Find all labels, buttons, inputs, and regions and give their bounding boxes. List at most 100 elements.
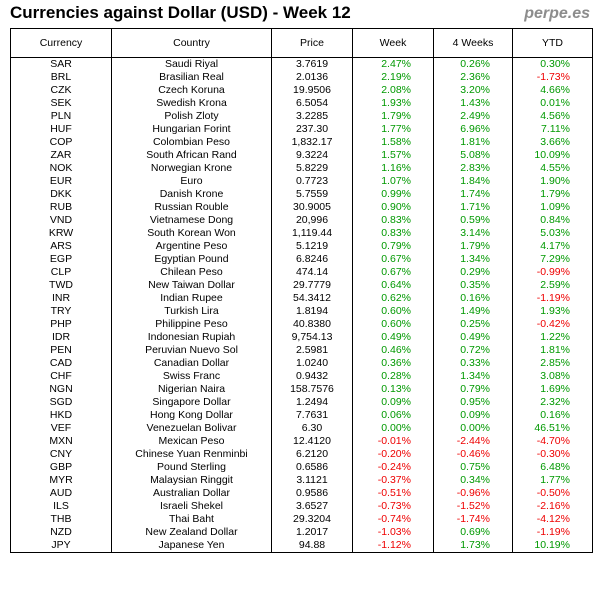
table-row: CZK Czech Koruna 19.9506 2.08% 3.20% 4.66% (10, 84, 593, 97)
week-change-cell: 0.49% (352, 331, 434, 344)
currency-code-cell: GBP (10, 461, 112, 474)
table-row: GBP Pound Sterling 0.6586 -0.24% 0.75% 6.48% (10, 461, 593, 474)
week-change-cell: 0.13% (352, 383, 434, 396)
price-cell: 1.2017 (271, 526, 353, 539)
ytd-change-cell: -0.99% (512, 266, 593, 279)
four-week-change-cell: 1.74% (433, 188, 513, 201)
table-row: SAR Saudi Riyal 3.7619 2.47% 0.26% 0.30% (10, 57, 593, 71)
ytd-change-cell: 10.09% (512, 149, 593, 162)
four-week-change-cell: 0.59% (433, 214, 513, 227)
country-cell: Egyptian Pound (111, 253, 272, 266)
four-week-change-cell: 0.26% (433, 57, 513, 71)
ytd-change-cell: 2.59% (512, 279, 593, 292)
price-cell: 0.9586 (271, 487, 353, 500)
table-row: SGD Singapore Dollar 1.2494 0.09% 0.95% 2.32% (10, 396, 593, 409)
table-row: RUB Russian Rouble 30.9005 0.90% 1.71% 1.09% (10, 201, 593, 214)
country-cell: Turkish Lira (111, 305, 272, 318)
ytd-change-cell: 0.84% (512, 214, 593, 227)
price-cell: 2.0136 (271, 71, 353, 84)
price-cell: 1,119.44 (271, 227, 353, 240)
four-week-change-cell: 1.79% (433, 240, 513, 253)
price-cell: 6.5054 (271, 97, 353, 110)
price-cell: 3.2285 (271, 110, 353, 123)
four-week-change-cell: 0.72% (433, 344, 513, 357)
ytd-change-cell: 46.51% (512, 422, 593, 435)
country-cell: Singapore Dollar (111, 396, 272, 409)
currency-code-cell: CHF (10, 370, 112, 383)
ytd-change-cell: 3.66% (512, 136, 593, 149)
ytd-change-cell: 10.19% (512, 539, 593, 553)
four-week-change-cell: -0.46% (433, 448, 513, 461)
country-cell: Venezuelan Bolivar (111, 422, 272, 435)
four-week-change-cell: 0.49% (433, 331, 513, 344)
week-change-cell: 2.19% (352, 71, 434, 84)
week-change-cell: 1.77% (352, 123, 434, 136)
ytd-change-cell: 2.32% (512, 396, 593, 409)
price-cell: 30.9005 (271, 201, 353, 214)
price-cell: 474.14 (271, 266, 353, 279)
country-cell: Hungarian Forint (111, 123, 272, 136)
four-week-change-cell: 3.14% (433, 227, 513, 240)
table-row: CHF Swiss Franc 0.9432 0.28% 1.34% 3.08% (10, 370, 593, 383)
header-price: Price (271, 28, 353, 58)
price-cell: 6.30 (271, 422, 353, 435)
table-row: EGP Egyptian Pound 6.8246 0.67% 1.34% 7.29% (10, 253, 593, 266)
price-cell: 237.30 (271, 123, 353, 136)
ytd-change-cell: 1.22% (512, 331, 593, 344)
ytd-change-cell: -2.16% (512, 500, 593, 513)
country-cell: South African Rand (111, 149, 272, 162)
price-cell: 158.7576 (271, 383, 353, 396)
country-cell: South Korean Won (111, 227, 272, 240)
week-change-cell: -0.51% (352, 487, 434, 500)
country-cell: Vietnamese Dong (111, 214, 272, 227)
country-cell: New Zealand Dollar (111, 526, 272, 539)
country-cell: Norwegian Krone (111, 162, 272, 175)
country-cell: Colombian Peso (111, 136, 272, 149)
table-row: JPY Japanese Yen 94.88 -1.12% 1.73% 10.19% (10, 539, 593, 553)
country-cell: Peruvian Nuevo Sol (111, 344, 272, 357)
table-row: CAD Canadian Dollar 1.0240 0.36% 0.33% 2.85% (10, 357, 593, 370)
table-row: VND Vietnamese Dong 20,996 0.83% 0.59% 0.84% (10, 214, 593, 227)
price-cell: 5.7559 (271, 188, 353, 201)
ytd-change-cell: 1.79% (512, 188, 593, 201)
price-cell: 6.2120 (271, 448, 353, 461)
currency-code-cell: HUF (10, 123, 112, 136)
four-week-change-cell: 1.34% (433, 370, 513, 383)
four-week-change-cell: 2.36% (433, 71, 513, 84)
price-cell: 94.88 (271, 539, 353, 553)
table-row: DKK Danish Krone 5.7559 0.99% 1.74% 1.79% (10, 188, 593, 201)
country-cell: Polish Zloty (111, 110, 272, 123)
price-cell: 20,996 (271, 214, 353, 227)
table-row: PHP Philippine Peso 40.8380 0.60% 0.25% -0.42… (10, 318, 593, 331)
week-change-cell: 0.83% (352, 214, 434, 227)
currency-code-cell: HKD (10, 409, 112, 422)
four-week-change-cell: 2.49% (433, 110, 513, 123)
price-cell: 19.9506 (271, 84, 353, 97)
currency-code-cell: VND (10, 214, 112, 227)
four-week-change-cell: 1.71% (433, 201, 513, 214)
ytd-change-cell: 7.29% (512, 253, 593, 266)
currency-code-cell: NOK (10, 162, 112, 175)
table-header-row: Currency Country Price Week 4 Weeks YTD (10, 28, 593, 58)
country-cell: Australian Dollar (111, 487, 272, 500)
currency-code-cell: COP (10, 136, 112, 149)
week-change-cell: 0.60% (352, 318, 434, 331)
four-week-change-cell: -0.96% (433, 487, 513, 500)
currency-code-cell: ARS (10, 240, 112, 253)
ytd-change-cell: 0.01% (512, 97, 593, 110)
ytd-change-cell: 1.81% (512, 344, 593, 357)
ytd-change-cell: 0.16% (512, 409, 593, 422)
currency-code-cell: THB (10, 513, 112, 526)
ytd-change-cell: -0.42% (512, 318, 593, 331)
currency-code-cell: DKK (10, 188, 112, 201)
currency-code-cell: CAD (10, 357, 112, 370)
four-week-change-cell: 5.08% (433, 149, 513, 162)
country-cell: Swiss Franc (111, 370, 272, 383)
currency-code-cell: CLP (10, 266, 112, 279)
currency-code-cell: MYR (10, 474, 112, 487)
price-cell: 40.8380 (271, 318, 353, 331)
country-cell: Canadian Dollar (111, 357, 272, 370)
currency-code-cell: ILS (10, 500, 112, 513)
price-cell: 3.1121 (271, 474, 353, 487)
currency-code-cell: MXN (10, 435, 112, 448)
